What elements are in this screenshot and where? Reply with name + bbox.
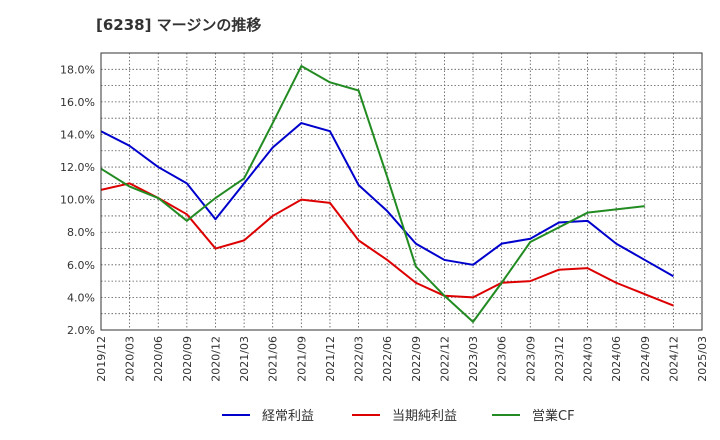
x-tick-label: 2022/09 [410,336,423,382]
x-tick-label: 2021/09 [295,336,308,382]
x-tick-label: 2023/06 [496,336,509,382]
series-line-2 [100,65,645,323]
y-tick-label: 18.0% [60,63,95,76]
x-tick-label: 2024/09 [639,336,652,382]
x-tick-label: 2019/12 [95,336,108,382]
x-tick-label: 2022/06 [381,336,394,382]
y-tick-label: 14.0% [60,128,95,141]
x-tick-label: 2020/12 [209,336,222,382]
x-tick-label: 2025/03 [696,336,709,382]
x-tick-label: 2023/12 [553,336,566,382]
series-lines [100,65,674,323]
plot-area [101,53,702,330]
plot-frame [100,52,703,331]
y-tick-label: 2.0% [67,324,95,337]
x-tick-label: 2021/06 [267,336,280,382]
series-line-0 [100,122,674,278]
legend-label: 当期純利益 [392,409,457,424]
x-tick-label: 2021/12 [324,336,337,382]
series-line-1 [100,182,674,307]
legend-label: 営業CF [532,408,575,424]
x-tick-label: 2022/12 [438,336,451,382]
y-axis: 2.0% 4.0% 6.0% 8.0% 10.0% 12.0% 14.0% 16.0% 18.0… [60,63,95,337]
x-tick-label: 2024/12 [667,336,680,382]
y-tick-label: 10.0% [60,194,95,207]
x-tick-label: 2021/03 [238,336,251,382]
x-axis: 2019/12 2020/03 2020/06 2020/09 2020/12 2021/… [95,336,709,382]
x-tick-label: 2023/09 [524,336,537,382]
legend: 経常利益 当期純利益 営業CF [222,408,575,424]
y-tick-label: 16.0% [60,96,95,109]
x-tick-label: 2023/03 [467,336,480,382]
x-tick-label: 2020/03 [124,336,137,382]
legend-label: 経常利益 [262,409,314,424]
chart-title: [6238] マージンの推移 [96,16,262,34]
x-tick-label: 2024/03 [582,336,595,382]
x-tick-label: 2020/06 [152,336,165,382]
x-tick-label: 2022/03 [353,336,366,382]
x-tick-label: 2020/09 [181,336,194,382]
x-tick-label: 2024/06 [610,336,623,382]
y-tick-label: 6.0% [67,259,95,272]
y-tick-label: 8.0% [67,226,95,239]
y-tick-label: 4.0% [67,291,95,304]
y-tick-label: 12.0% [60,161,95,174]
